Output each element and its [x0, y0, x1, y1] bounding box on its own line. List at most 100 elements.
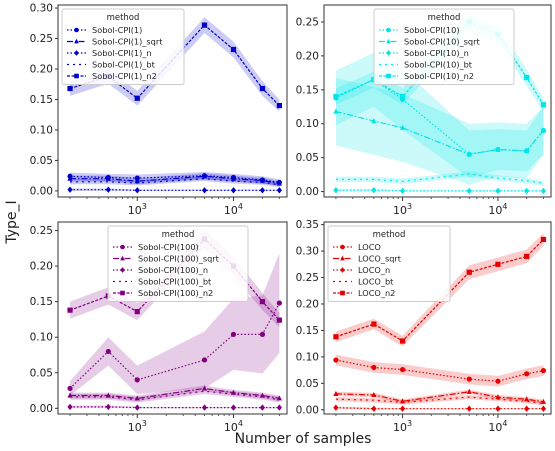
panel-top-right: 0.00 0.05 0.10 0.15 0.20 0.25 103 104 method Sobo… — [296, 4, 552, 217]
y-tick-label: 0.10 — [296, 118, 319, 130]
data-point — [333, 404, 339, 411]
y-tick-label: 0.05 — [30, 155, 53, 167]
data-point — [276, 404, 282, 411]
data-point — [495, 378, 501, 384]
panel-top-left: 0.00 0.05 0.10 0.15 0.20 0.25 0.30 103 104 method… — [30, 3, 288, 217]
legend-title: method — [373, 230, 406, 240]
data-point — [399, 405, 406, 412]
data-point — [333, 334, 339, 340]
data-point — [466, 388, 472, 394]
y-tick-label: 0.10 — [30, 124, 53, 136]
data-point — [134, 175, 140, 181]
data-point — [340, 267, 345, 273]
y-axis-label: Type_I — [4, 200, 20, 244]
data-point — [540, 405, 547, 412]
data-point — [259, 404, 266, 411]
series-band — [335, 394, 544, 406]
data-point — [466, 269, 472, 275]
data-point — [340, 255, 345, 261]
legend-label: Sobol-CPI(10)_n — [404, 48, 469, 58]
data-point — [333, 93, 339, 100]
x-tick-label: 103 — [393, 202, 412, 217]
data-point — [201, 357, 208, 363]
legend-label: Sobol-CPI(10)_sqrt — [404, 37, 480, 47]
data-point — [333, 187, 339, 194]
legend-label: Sobol-CPI(100)_sqrt — [138, 254, 220, 264]
data-point — [333, 390, 339, 396]
data-point — [276, 300, 282, 306]
data-point — [524, 405, 530, 412]
legend-label: LOCO — [358, 242, 381, 252]
data-point — [230, 46, 237, 53]
y-tick-label: 0.30 — [30, 3, 53, 15]
legend-label: Sobol-CPI(1)_bt — [92, 60, 156, 70]
data-point — [67, 175, 73, 181]
y-tick-label: 0.20 — [30, 261, 53, 273]
data-point — [134, 309, 140, 315]
data-point — [259, 331, 266, 337]
legend-label: Sobol-CPI(10) — [404, 25, 460, 35]
data-point — [74, 27, 79, 33]
data-point — [105, 403, 111, 411]
data-point — [134, 187, 140, 194]
data-point — [67, 385, 73, 391]
series-line — [335, 173, 544, 184]
legend-label: Sobol-CPI(10)_n2 — [404, 71, 474, 81]
y-tick-label: 0.00 — [30, 185, 53, 197]
legend-label: Sobol-CPI(1) — [92, 25, 142, 35]
legend: methodSobol-CPI(100)Sobol-CPI(100)_sqrtS… — [107, 225, 249, 302]
y-tick-label: 0.10 — [296, 351, 319, 363]
legend-label: LOCO_n2 — [358, 288, 395, 298]
series-line — [70, 178, 280, 186]
series-band — [70, 173, 280, 187]
data-point — [201, 385, 208, 391]
data-point — [259, 85, 266, 92]
data-point — [540, 127, 547, 133]
legend-title: method — [428, 13, 461, 23]
x-tick-label: 103 — [128, 202, 147, 217]
legend-label: Sobol-CPI(100)_bt — [138, 277, 212, 287]
data-point — [524, 74, 530, 81]
data-point — [67, 186, 73, 193]
data-point — [134, 95, 140, 101]
series-band — [70, 405, 280, 409]
data-point — [540, 236, 547, 243]
data-point — [371, 391, 377, 398]
data-point — [399, 93, 406, 100]
y-tick-label: 0.15 — [30, 296, 53, 308]
data-point — [134, 178, 140, 184]
legend-label: LOCO_n — [358, 265, 390, 275]
data-point — [524, 147, 530, 153]
data-point — [230, 175, 237, 181]
data-point — [540, 102, 547, 108]
data-point — [120, 255, 125, 261]
legend-label: Sobol-CPI(1)_sqrt — [92, 37, 163, 47]
legend-box — [61, 8, 185, 85]
series-band — [70, 176, 280, 188]
series-line — [70, 390, 280, 401]
data-point — [74, 50, 79, 56]
data-point — [201, 22, 208, 28]
legend-box — [327, 225, 451, 302]
data-point — [134, 404, 140, 411]
data-point — [495, 187, 501, 195]
y-tick-label: 0.10 — [30, 332, 53, 344]
data-point — [276, 317, 282, 323]
data-point — [524, 371, 530, 377]
data-point — [399, 398, 406, 404]
data-point — [399, 124, 406, 130]
data-point — [466, 187, 472, 195]
y-tick-label: 0.15 — [296, 84, 319, 96]
y-tick-label: 0.20 — [296, 298, 319, 310]
y-tick-label: 0.05 — [30, 367, 53, 379]
legend-label: Sobol-CPI(100) — [138, 242, 199, 252]
data-point — [120, 267, 125, 273]
data-point — [466, 405, 472, 412]
data-point — [371, 187, 377, 194]
legend-label: Sobol-CPI(1)_n2 — [92, 71, 157, 81]
data-point — [333, 357, 339, 363]
data-point — [495, 405, 501, 412]
legend-label: Sobol-CPI(10)_bt — [404, 60, 473, 70]
legend-label: LOCO_sqrt — [358, 254, 402, 264]
